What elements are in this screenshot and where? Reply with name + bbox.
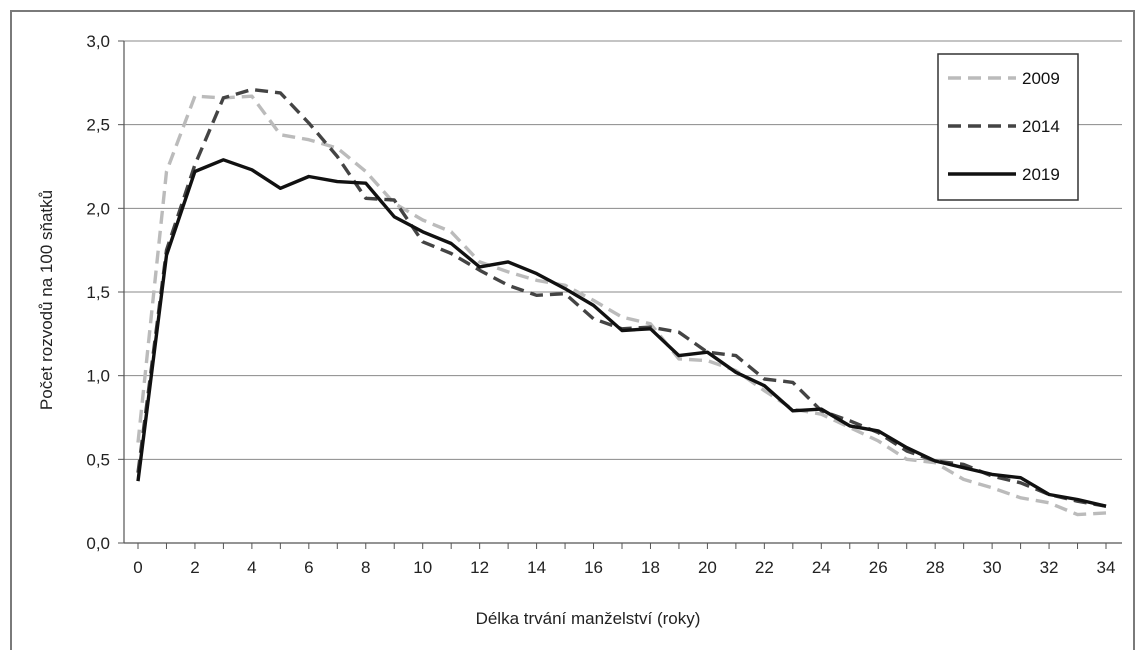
- y-tick-label: 0,5: [86, 450, 110, 469]
- y-axis-title: Počet rozvodů na 100 sňatků: [37, 190, 56, 410]
- x-tick-label: 34: [1097, 558, 1116, 577]
- y-tick-label: 2,0: [86, 199, 110, 218]
- x-tick-label: 4: [247, 558, 256, 577]
- x-tick-label: 16: [584, 558, 603, 577]
- x-tick-label: 26: [869, 558, 888, 577]
- x-tick-label: 24: [812, 558, 831, 577]
- y-tick-label: 1,0: [86, 367, 110, 386]
- y-tick-label: 2,5: [86, 116, 110, 135]
- x-axis-ticks: 0 2 4 6 8 10 12 14 16 18 20 22 24 26 28 30 32 34: [133, 543, 1115, 577]
- series-line-2009: [136, 94, 1107, 517]
- x-tick-label: 8: [361, 558, 370, 577]
- x-tick-label: 30: [983, 558, 1002, 577]
- series-line-2019: [136, 158, 1107, 508]
- x-tick-label: 12: [470, 558, 489, 577]
- x-tick-label: 20: [698, 558, 717, 577]
- x-tick-label: 6: [304, 558, 313, 577]
- x-tick-label: 18: [641, 558, 660, 577]
- series-lines: [136, 87, 1107, 517]
- y-axis-ticks: 0,0 0,5 1,0 1,5 2,0 2,5 3,0: [86, 32, 124, 553]
- x-tick-label: 2: [190, 558, 199, 577]
- x-tick-label: 28: [926, 558, 945, 577]
- grid-lines: [124, 40, 1122, 460]
- x-tick-label: 32: [1040, 558, 1059, 577]
- y-tick-label: 3,0: [86, 32, 110, 51]
- chart-frame: [10, 10, 1135, 650]
- x-tick-label: 10: [413, 558, 432, 577]
- legend-label-2014: 2014: [1022, 117, 1060, 136]
- x-tick-label: 0: [133, 558, 142, 577]
- x-tick-label: 14: [527, 558, 546, 577]
- legend: 2009 2014 2019: [937, 53, 1079, 201]
- y-tick-label: 0,0: [86, 534, 110, 553]
- y-tick-label: 1,5: [86, 283, 110, 302]
- legend-label-2019: 2019: [1022, 165, 1060, 184]
- x-tick-label: 22: [755, 558, 774, 577]
- x-axis-title: Délka trvání manželství (roky): [476, 609, 701, 628]
- legend-label-2009: 2009: [1022, 69, 1060, 88]
